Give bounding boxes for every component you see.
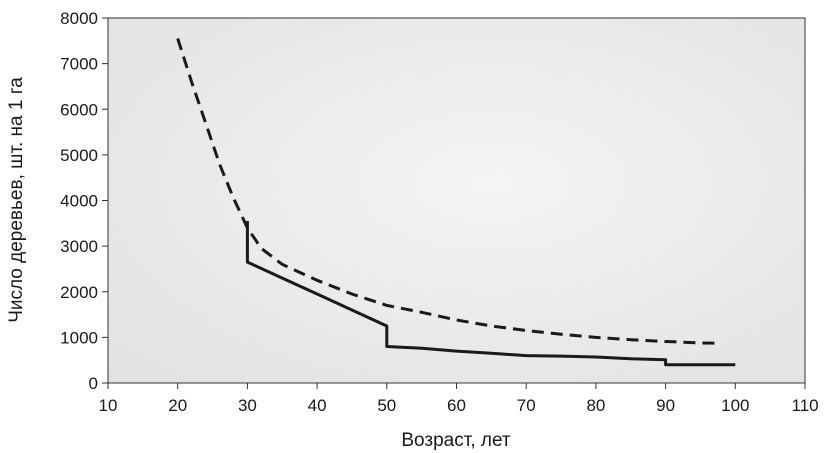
y-axis-ticks: 0 1000 2000 3000 4000 5000 6000 7000 8000 [60,9,108,393]
x-tick-label: 100 [721,396,749,415]
dashed-series-line [176,38,722,345]
x-tick-label: 90 [656,396,675,415]
y-tick-label: 1000 [60,328,98,347]
y-tick-label: 7000 [60,55,98,74]
y-tick-label: 2000 [60,283,98,302]
plot-area [107,17,806,384]
y-tick-label: 6000 [60,100,98,119]
x-tick-label: 80 [586,396,605,415]
x-tick-label: 30 [238,396,257,415]
y-tick-label: 3000 [60,237,98,256]
x-tick-label: 60 [447,396,466,415]
y-tick-label: 4000 [60,192,98,211]
solid-series-line [245,221,736,367]
x-tick-label: 70 [517,396,536,415]
x-axis-ticks: 10 20 30 40 50 60 70 80 90 100 110 [99,383,819,415]
x-axis-title: Возраст, лет [401,430,511,451]
y-tick-label: 0 [89,374,98,393]
series-lines [176,38,736,367]
x-tick-label: 110 [791,396,818,415]
x-tick-label: 50 [377,396,396,415]
y-tick-label: 8000 [60,9,98,28]
x-tick-label: 20 [168,396,187,415]
x-tick-label: 40 [308,396,327,415]
y-tick-label: 5000 [60,146,98,165]
x-tick-label: 10 [99,396,118,415]
y-axis-title: Число деревьев, шт. на 1 га [6,77,27,323]
